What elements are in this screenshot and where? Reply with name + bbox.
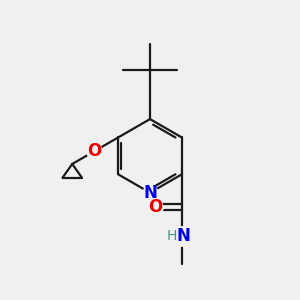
Text: N: N: [176, 227, 190, 245]
Text: H: H: [167, 229, 177, 243]
Text: N: N: [143, 184, 157, 202]
Text: O: O: [87, 142, 101, 160]
Text: O: O: [148, 198, 163, 216]
